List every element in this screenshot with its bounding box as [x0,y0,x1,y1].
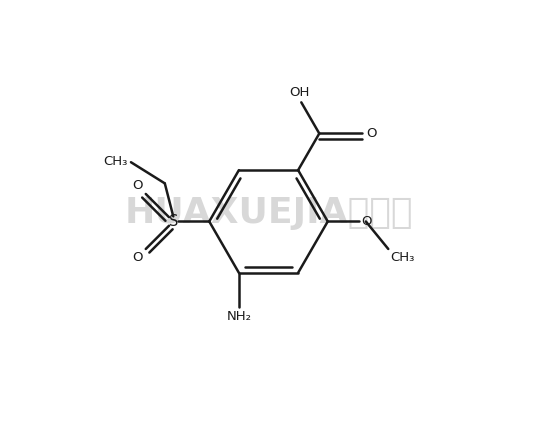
Text: CH₃: CH₃ [390,251,415,264]
Text: O: O [361,215,372,228]
Text: HUAXUEJIA化学加: HUAXUEJIA化学加 [124,196,413,230]
Text: O: O [132,179,142,192]
Text: NH₂: NH₂ [227,310,251,323]
Text: CH₃: CH₃ [103,155,128,168]
Text: O: O [132,251,142,264]
Text: O: O [367,127,377,140]
Text: OH: OH [289,86,309,99]
Text: S: S [169,214,178,229]
